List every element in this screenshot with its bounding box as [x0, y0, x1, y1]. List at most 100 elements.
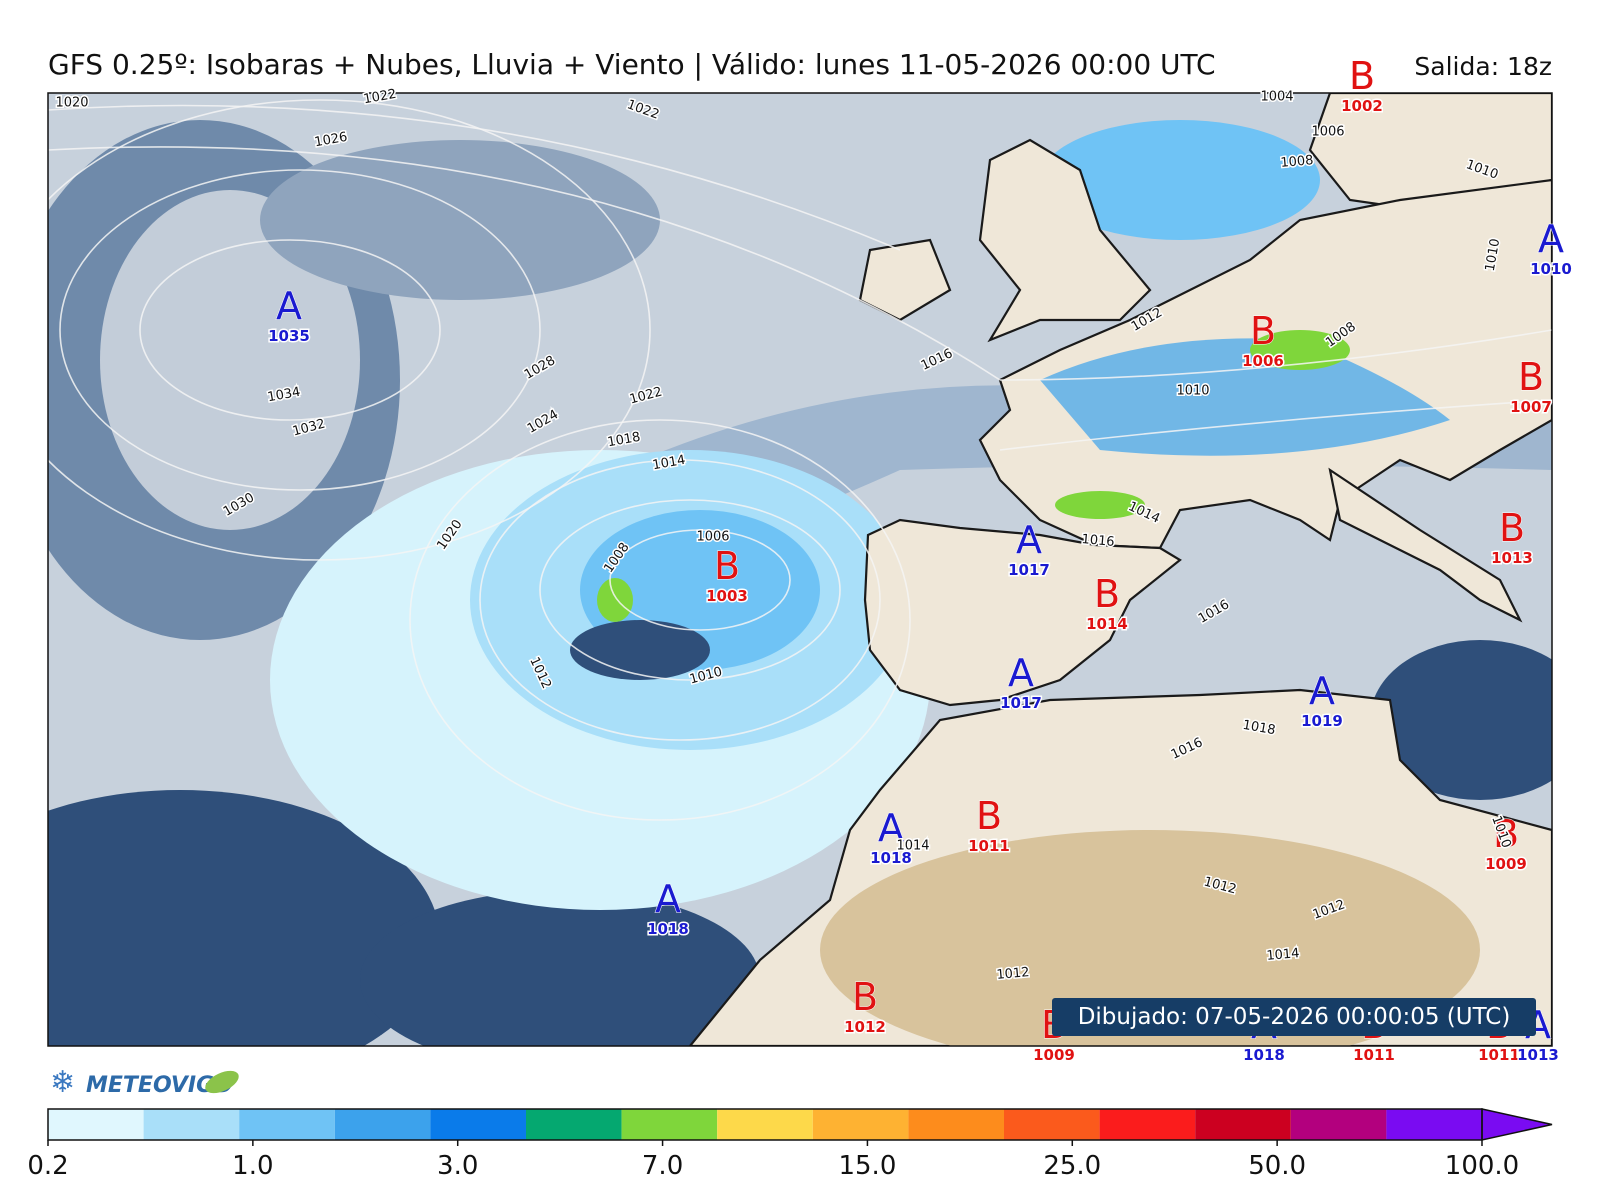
isobar-label: 1022 — [362, 87, 397, 108]
center-letter: B — [1094, 572, 1120, 616]
center-pressure: 1013 — [1491, 549, 1533, 567]
isobar-label: 1010 — [1483, 237, 1504, 272]
stamp-box — [1052, 998, 1536, 1036]
colorbar-segment — [812, 1109, 909, 1140]
cloud — [1040, 120, 1320, 240]
center-letter: B — [1499, 506, 1525, 550]
isobar-label: 1006 — [696, 530, 729, 545]
center-letter: A — [655, 877, 681, 921]
isobar-label: 1010 — [1176, 384, 1209, 399]
center-letter: B — [1349, 54, 1375, 98]
colorbar-segment — [621, 1109, 718, 1140]
map-frame — [47, 92, 1553, 1047]
center-pressure: 1018 — [1243, 1046, 1285, 1064]
cloud — [1370, 640, 1552, 800]
stamp: Dibujado: 07-05-2026 00:00:05 (UTC) — [1078, 1004, 1511, 1030]
center-pressure: 1009 — [1485, 855, 1527, 873]
isobar-label: 1008 — [1280, 153, 1314, 171]
colorbar-segment — [1195, 1109, 1291, 1140]
isobar-label: 1016 — [1081, 532, 1115, 550]
center-pressure: 1009 — [1033, 1046, 1075, 1064]
center-letter: A — [1008, 651, 1034, 695]
title: GFS 0.25º: Isobaras + Nubes, Lluvia + Vi… — [48, 48, 1216, 81]
center-pressure: 1006 — [1242, 352, 1284, 370]
colorbar-extend — [1481, 1108, 1553, 1141]
colorbar-segment — [48, 1109, 144, 1140]
isobar-label: 1014 — [651, 453, 686, 474]
center-pressure: 1003 — [706, 587, 748, 605]
cloud — [48, 790, 440, 1046]
center-letter: B — [714, 544, 740, 588]
rain — [1055, 491, 1145, 519]
center-letter: B — [1518, 355, 1544, 399]
colorbar: 0.2 1.0 3.0 7.0 15.0 25.0 50.0 100.0 — [27, 1108, 1553, 1181]
logo-leaf — [205, 1070, 239, 1094]
center-pressure: 1017 — [1008, 561, 1050, 579]
colorbar-segment — [239, 1109, 335, 1140]
isobar-label: 1018 — [1241, 718, 1276, 739]
center-pressure: 1011 — [968, 837, 1010, 855]
center-letter: B — [1493, 812, 1519, 856]
center-pressure: 1007 — [1510, 398, 1552, 416]
colorbar-tick-label: 0.2 — [27, 1151, 68, 1181]
colorbar-segment — [717, 1109, 813, 1140]
center-pressure: 1018 — [870, 849, 912, 867]
colorbar-tick-label: 25.0 — [1043, 1151, 1101, 1181]
map-area — [48, 93, 1552, 1046]
cloud — [100, 190, 360, 530]
isobar-label: 1014 — [1266, 946, 1300, 964]
center-letter: A — [276, 284, 302, 328]
colorbar-segment — [1099, 1109, 1196, 1140]
rain — [597, 578, 633, 622]
center-pressure: 1013 — [1517, 1046, 1559, 1064]
colorbar-segment — [334, 1109, 431, 1140]
center-letter: A — [1309, 669, 1335, 713]
land — [858, 238, 952, 322]
center-letter: B — [976, 794, 1002, 838]
colorbar-frame — [47, 1108, 1483, 1141]
colorbar-segment — [143, 1109, 240, 1140]
center-pressure: 1012 — [844, 1018, 886, 1036]
colorbar-tick-label: 15.0 — [838, 1151, 896, 1181]
colorbar-tick-label: 50.0 — [1248, 1151, 1306, 1181]
center-pressure: 1014 — [1086, 615, 1128, 633]
center-pressure: 1002 — [1341, 97, 1383, 115]
colorbar-segment — [430, 1109, 526, 1140]
isobars — [48, 99, 1552, 821]
colorbar-segment — [908, 1109, 1004, 1140]
land — [978, 138, 1152, 343]
center-pressure: 1019 — [1301, 712, 1343, 730]
center-pressure: 1017 — [1000, 694, 1042, 712]
center-letter: A — [878, 806, 904, 850]
isobar-label: 1004 — [1260, 90, 1293, 105]
cloud — [260, 140, 660, 300]
colorbar-segment — [1290, 1109, 1387, 1140]
colorbar-tick-label: 100.0 — [1445, 1151, 1519, 1181]
cloud — [360, 890, 760, 1046]
center-pressure: 1010 — [1530, 260, 1572, 278]
center-letter: B — [1250, 309, 1276, 353]
center-letter: B — [852, 975, 878, 1019]
isobar-label: 1014 — [896, 839, 929, 854]
colorbar-segment — [526, 1109, 622, 1140]
run-label: Salida: 18z — [1414, 52, 1552, 81]
center-pressure: 1035 — [268, 327, 310, 345]
colorbar-tick-label: 7.0 — [642, 1151, 683, 1181]
colorbar-tick-label: 1.0 — [232, 1151, 273, 1181]
rain — [1250, 330, 1350, 370]
isobar-label: 1020 — [55, 96, 88, 111]
isobar-label: 1034 — [266, 385, 301, 406]
isobar-label: 1018 — [606, 430, 641, 451]
desert — [820, 830, 1480, 1046]
colorbar-segment — [1004, 1109, 1100, 1140]
logo-icon: ❄ — [50, 1065, 75, 1100]
isobar-label: 1026 — [313, 130, 348, 151]
colorbar-tick-label: 3.0 — [437, 1151, 478, 1181]
center-pressure: 1011 — [1353, 1046, 1395, 1064]
center-pressure: 1018 — [647, 920, 689, 938]
colorbar-segment — [1386, 1109, 1482, 1140]
center-pressure: 1011 — [1478, 1046, 1520, 1064]
